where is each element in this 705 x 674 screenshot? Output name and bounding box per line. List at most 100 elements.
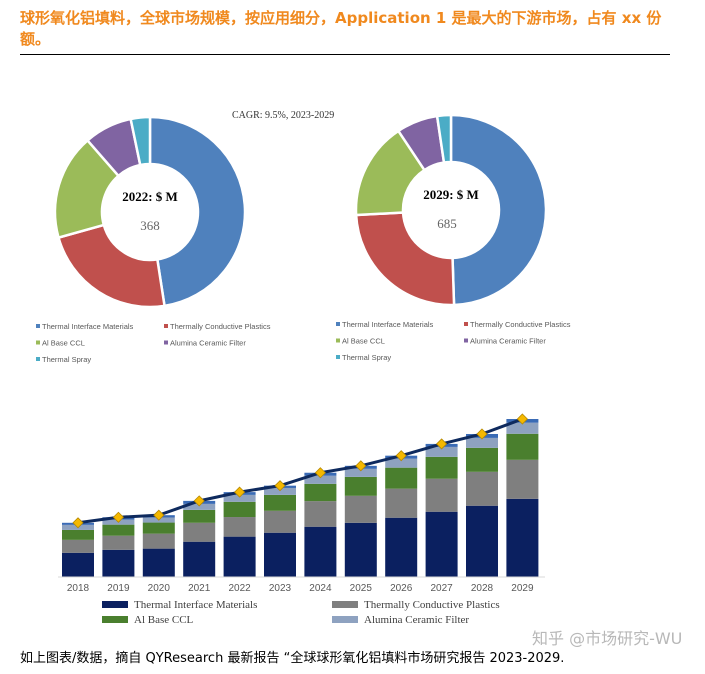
x-tick-label: 2018 (67, 583, 90, 594)
bar-segment-thermally-conductive-plastics-2022 (223, 517, 256, 537)
x-tick-label: 2026 (390, 583, 413, 594)
source-note: 如上图表/数据，摘自 QYResearch 最新报告 “全球球形氧化铝填料市场研… (20, 651, 565, 666)
bar-segment-alumina-ceramic-filter-2022 (223, 494, 256, 502)
bar-segment-thermal-interface-materials-2027 (425, 511, 458, 577)
legend-label: Thermally Conductive Plastics (364, 599, 500, 611)
legend-label: Alumina Ceramic Filter (364, 614, 469, 626)
bar-segment-alumina-ceramic-filter-2028 (466, 437, 498, 448)
legend-swatch (464, 322, 468, 326)
title-divider (20, 54, 670, 55)
bar-legend: Thermal Interface Materials Thermally Con… (102, 599, 500, 626)
x-tick-label: 2021 (188, 583, 211, 594)
bar-segment-al-base-ccl-2022 (223, 501, 256, 518)
bar-segment-al-base-ccl-2029 (506, 433, 539, 460)
stacked-bar-chart: 2018 2019 2020 2021 2022 2023 2024 2025 2026 2027… (58, 413, 545, 594)
bar-segment-thermally-conductive-plastics-2027 (425, 478, 458, 512)
legend-label: Al Base CCL (42, 339, 85, 348)
legend-label: Thermal Interface Materials (342, 320, 434, 329)
bar-segment-alumina-ceramic-filter-2027 (425, 446, 458, 457)
bar-segment-al-base-ccl-2026 (385, 467, 418, 489)
bar-segment-thermal-interface-materials-2018 (62, 552, 94, 577)
total-marker (274, 480, 286, 492)
legend-label: Thermal Interface Materials (134, 599, 257, 611)
bar-segment-thermally-conductive-plastics-2018 (62, 539, 94, 553)
donut-2022-value: 368 (140, 218, 160, 233)
total-marker (395, 450, 407, 462)
x-tick-label: 2025 (350, 583, 373, 594)
bar-segment-thermally-conductive-plastics-2024 (304, 501, 337, 527)
legend-swatch (332, 616, 358, 623)
bar-segment-thermally-conductive-plastics-2023 (264, 510, 296, 533)
legend-swatch (464, 338, 468, 343)
x-tick-label: 2020 (148, 583, 171, 594)
total-marker (476, 428, 488, 440)
total-marker (516, 413, 528, 425)
total-line (77, 417, 523, 525)
bar-segment-thermally-conductive-plastics-2020 (142, 533, 175, 549)
donut-2029-label: 2029: $ M (423, 187, 479, 202)
legend-label: Thermally Conductive Plastics (170, 322, 271, 331)
legend-swatch (102, 616, 128, 623)
bar-segment-alumina-ceramic-filter-2021 (183, 503, 216, 510)
bar-segment-al-base-ccl-2028 (466, 447, 498, 472)
bar-segment-al-base-ccl-2027 (425, 456, 458, 479)
x-tick-label: 2027 (430, 583, 453, 594)
donut-2022-legend: Thermal Interface Materials Thermally Con… (36, 322, 271, 364)
legend-label: Al Base CCL (342, 337, 385, 346)
legend-label: Alumina Ceramic Filter (170, 339, 246, 348)
bar-segment-thermally-conductive-plastics-2026 (385, 488, 418, 518)
total-marker (72, 517, 84, 529)
legend-label: Thermal Spray (42, 355, 91, 364)
bar-segment-al-base-ccl-2023 (264, 494, 296, 511)
legend-swatch (336, 338, 340, 343)
legend-label: Thermal Spray (342, 353, 391, 362)
total-marker (314, 467, 326, 479)
x-tick-label: 2023 (269, 583, 292, 594)
x-tick-label: 2022 (228, 583, 251, 594)
donut-2029-legend: Thermal Interface Materials Thermally Con… (336, 320, 571, 362)
legend-swatch (36, 357, 40, 361)
bar-segment-alumina-ceramic-filter-2024 (304, 475, 337, 484)
cagr-annotation: CAGR: 9.5%, 2023-2029 (232, 110, 334, 121)
donut-slice-thermal-spray (129, 115, 152, 167)
page-title: 球形氧化铝填料，全球市场规模，按应用细分，Application 1 是最大的下… (20, 9, 662, 48)
bar-segment-thermal-interface-materials-2024 (304, 526, 337, 577)
bar-segment-thermally-conductive-plastics-2019 (102, 535, 135, 550)
bar-segment-thermal-interface-materials-2028 (466, 505, 498, 577)
bar-segment-al-base-ccl-2019 (102, 524, 135, 536)
total-marker (234, 486, 246, 498)
watermark: 知乎 @市场研究-WU (532, 629, 683, 648)
bar-segment-al-base-ccl-2018 (62, 529, 94, 540)
donut-2029-value: 685 (437, 216, 457, 231)
legend-swatch (36, 340, 40, 345)
donut-2022 (53, 115, 247, 309)
legend-swatch (332, 601, 358, 608)
total-marker (355, 460, 367, 472)
legend-label: Al Base CCL (134, 614, 194, 626)
bar-segment-alumina-ceramic-filter-2026 (385, 458, 418, 468)
total-marker (153, 509, 165, 521)
bar-segment-thermal-interface-materials-2023 (264, 532, 296, 577)
x-tick-label: 2028 (471, 583, 494, 594)
bar-segment-thermally-conductive-plastics-2029 (506, 459, 539, 499)
legend-swatch (336, 355, 340, 359)
legend-swatch (336, 322, 340, 326)
legend-swatch (36, 324, 40, 328)
legend-swatch (164, 324, 168, 328)
legend-swatch (102, 601, 128, 608)
total-marker (112, 511, 124, 523)
bar-segment-thermally-conductive-plastics-2028 (466, 471, 498, 506)
donut-slice-thermal-spray (435, 113, 453, 164)
bar-segment-alumina-ceramic-filter-2023 (264, 487, 296, 495)
legend-label: Thermal Interface Materials (42, 322, 134, 331)
bar-segment-thermal-interface-materials-2021 (183, 541, 216, 577)
donut-2029 (354, 113, 548, 307)
bar-segment-thermal-interface-materials-2026 (385, 517, 418, 577)
legend-label: Thermally Conductive Plastics (470, 320, 571, 329)
bar-segment-thermal-interface-materials-2019 (102, 549, 135, 577)
bar-segment-al-base-ccl-2021 (183, 509, 216, 523)
legend-label: Alumina Ceramic Filter (470, 337, 546, 346)
donut-slice-thermal-interface-materials (148, 115, 247, 308)
x-tick-label: 2024 (309, 583, 332, 594)
x-tick-label: 2019 (107, 583, 130, 594)
